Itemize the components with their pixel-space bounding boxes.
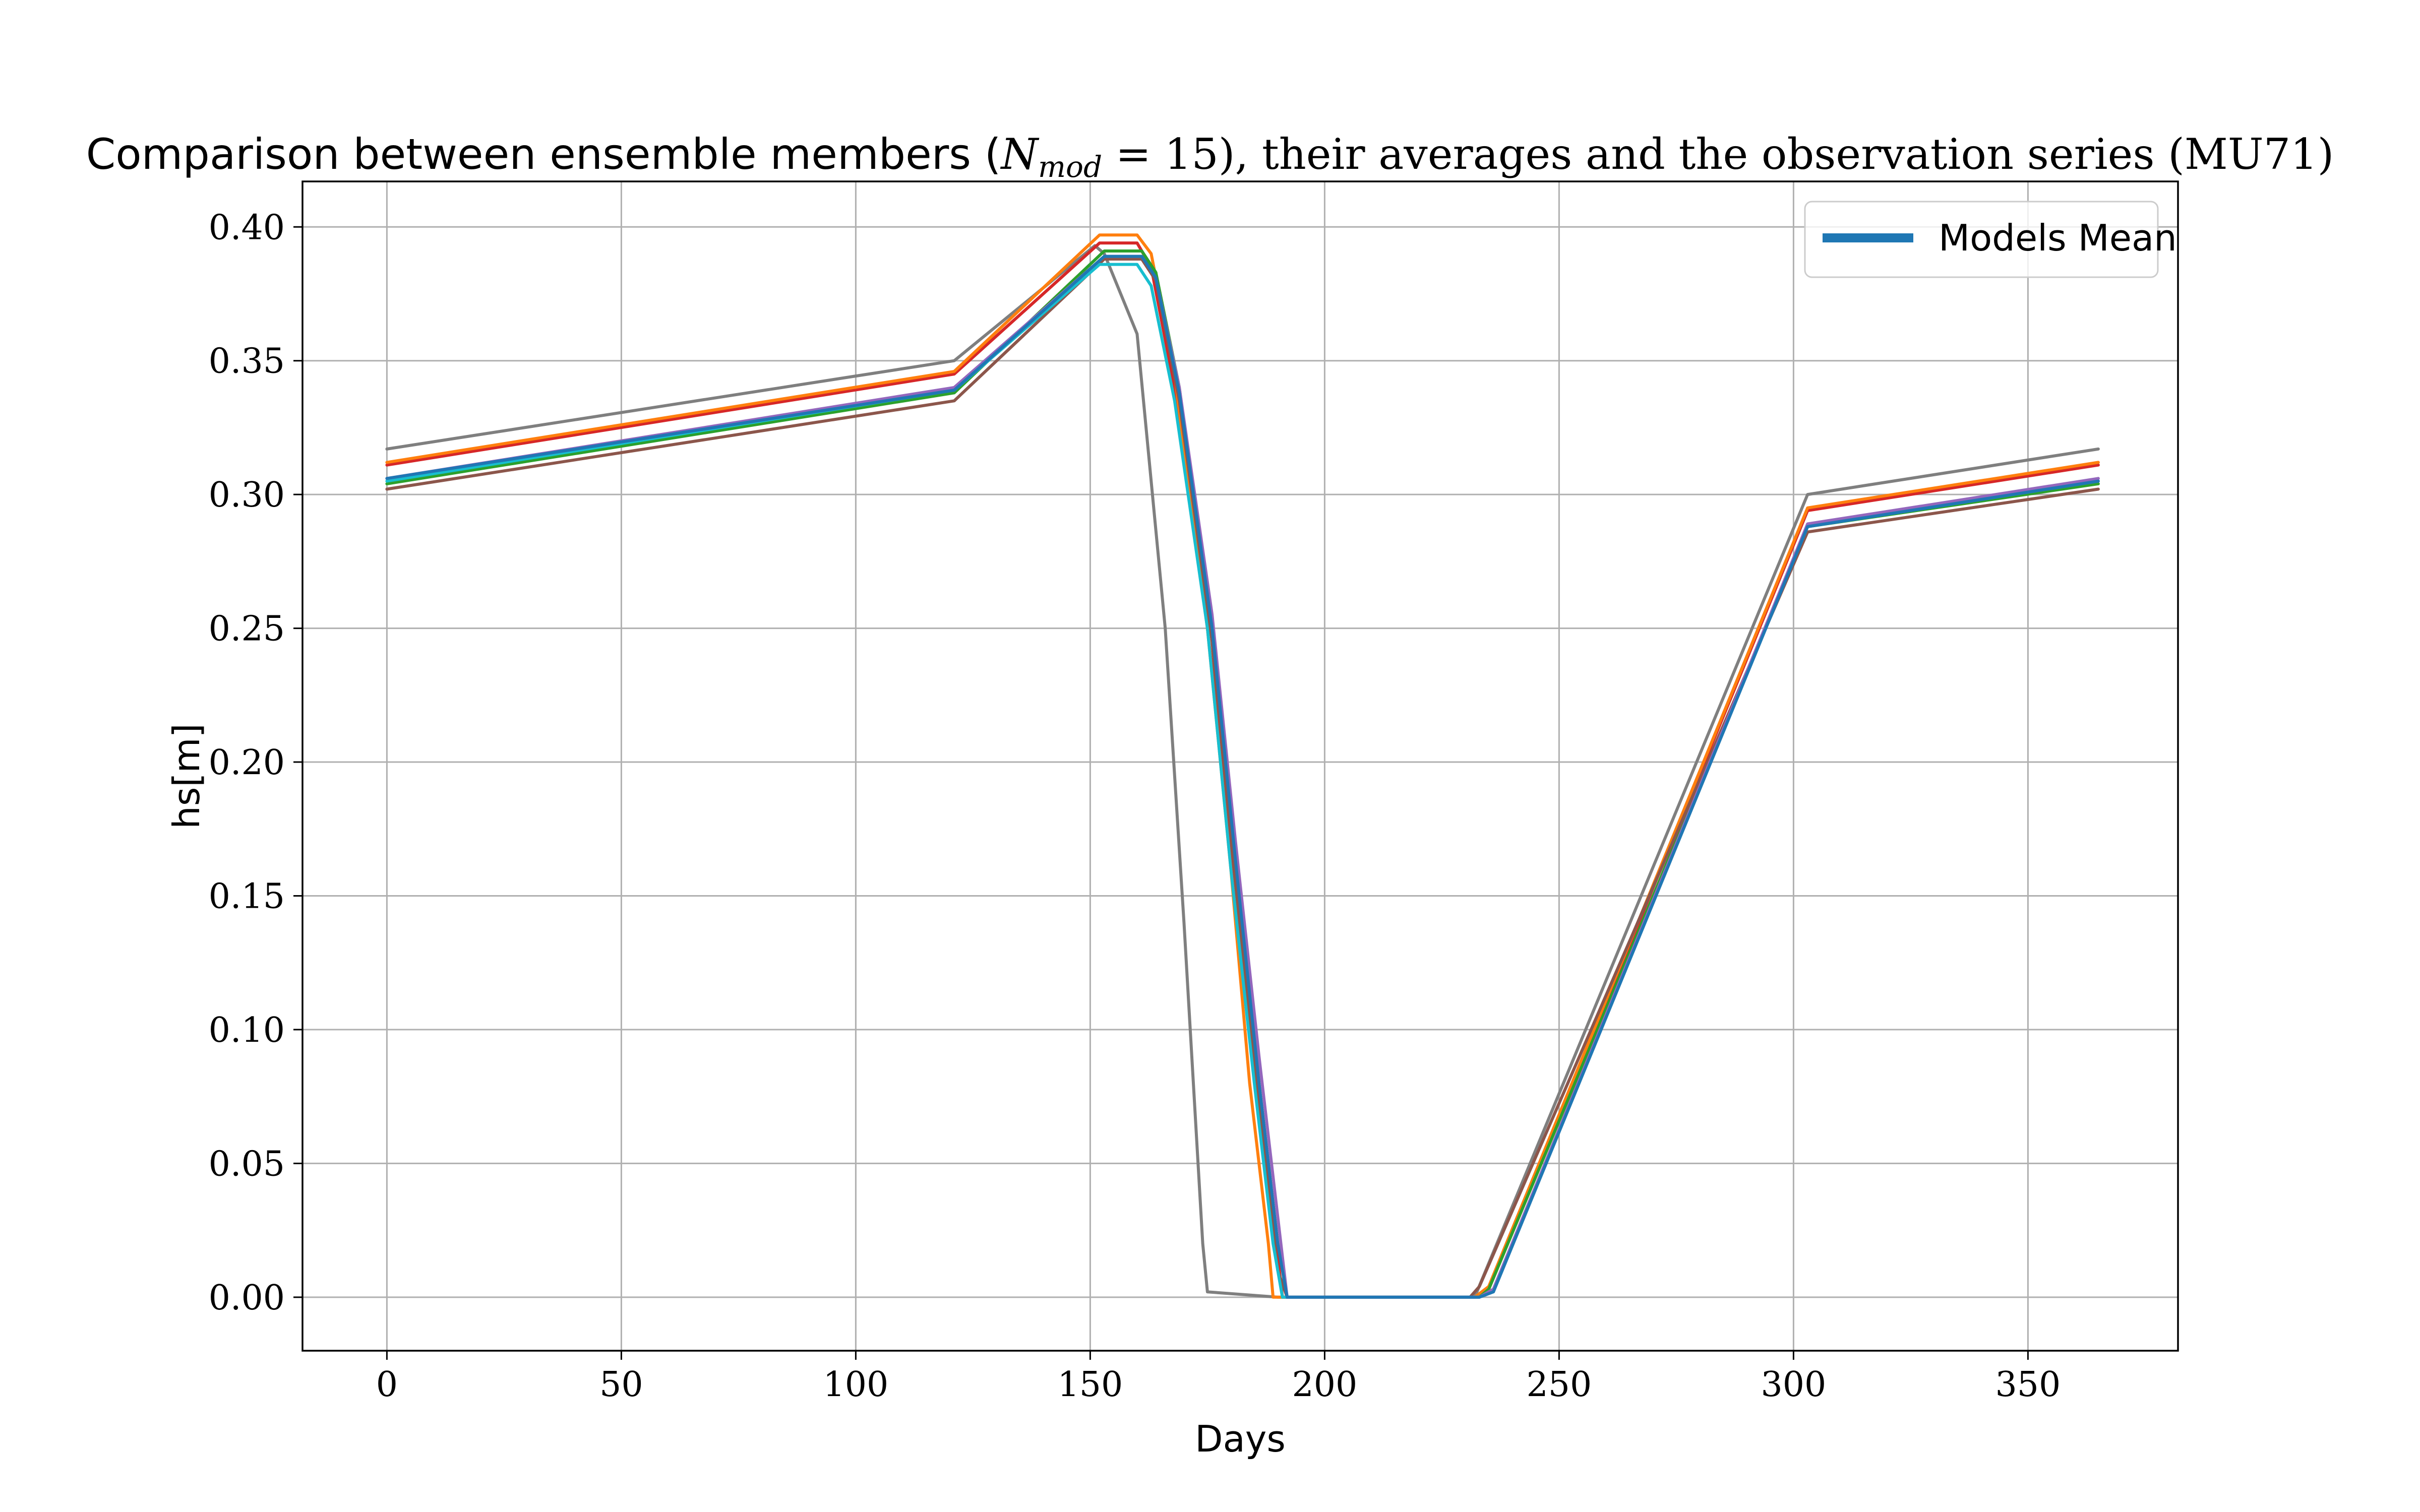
title-math-mod: mod (1038, 150, 1102, 184)
x-axis-label: Days (1195, 1418, 1286, 1460)
chart-title: Comparison between ensemble members (Nmo… (86, 130, 2334, 184)
y-tick-label: 0.40 (209, 208, 285, 247)
x-tick-label: 300 (1761, 1365, 1827, 1405)
y-tick-label: 0.15 (209, 876, 285, 916)
x-axis-ticks: 0 50 100 150 200 250 300 350 (376, 1351, 2061, 1405)
y-tick-label: 0.25 (209, 609, 285, 649)
x-tick-label: 150 (1058, 1365, 1123, 1405)
title-part-1: Comparison between ensemble members ( (86, 130, 1001, 179)
x-tick-label: 50 (599, 1365, 643, 1405)
x-tick-label: 100 (823, 1365, 889, 1405)
y-axis-label: hs[m] (165, 723, 208, 829)
plot-frame (301, 180, 2179, 1352)
series-line-member-5 (385, 258, 2100, 1299)
y-tick-label: 0.35 (209, 342, 285, 382)
x-tick-label: 350 (1995, 1365, 2061, 1405)
y-tick-label: 0.05 (209, 1144, 285, 1184)
series-lines (385, 233, 2100, 1299)
series-line-member-3 (385, 233, 2100, 1299)
series-line-models-mean (385, 255, 2100, 1299)
y-tick-label: 0.20 (209, 743, 285, 783)
legend: Models Mean (1804, 201, 2177, 278)
x-tick-label: 250 (1527, 1365, 1592, 1405)
y-tick-label: 0.10 (209, 1011, 285, 1050)
x-tick-label: 0 (376, 1365, 398, 1405)
x-tick-label: 200 (1292, 1365, 1358, 1405)
legend-label-models-mean: Models Mean (1939, 217, 2177, 259)
y-axis-ticks: 0.00 0.05 0.10 0.15 0.20 0.25 0.30 0.35 0.40 (209, 208, 302, 1318)
legend-box (1804, 201, 2159, 278)
title-part-2: = 15), their averages and the observatio… (1102, 130, 2334, 179)
title-math-n: N (1000, 130, 1040, 179)
y-tick-label: 0.30 (209, 475, 285, 515)
y-tick-label: 0.00 (209, 1278, 285, 1318)
